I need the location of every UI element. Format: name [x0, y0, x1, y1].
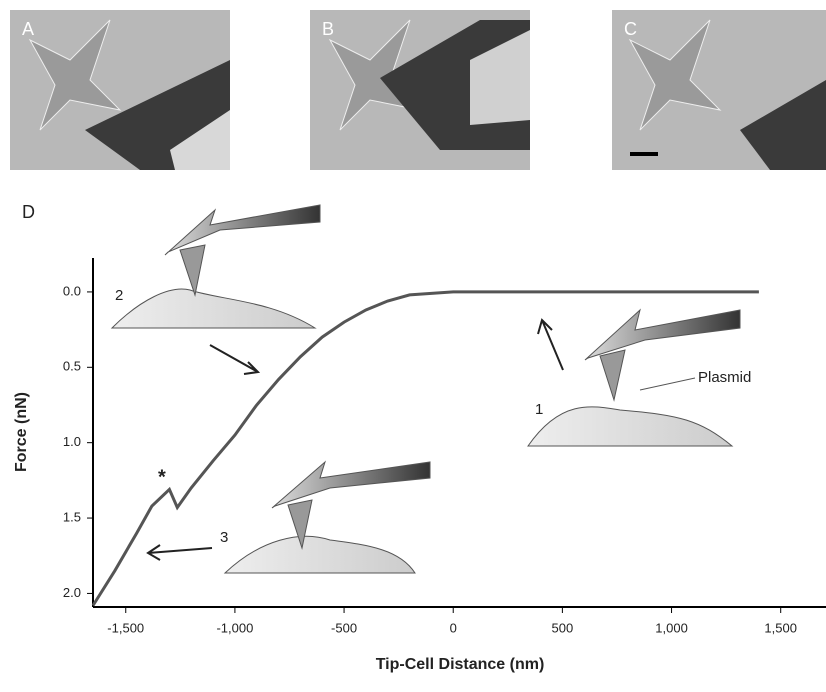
x-tick-label: 0	[450, 620, 457, 635]
y-tick-label: 2.0	[63, 585, 81, 600]
annotation: 3	[220, 529, 228, 546]
y-tick-label: 1.5	[63, 509, 81, 524]
illustrations	[110, 204, 741, 574]
x-tick-label: 1,000	[655, 620, 688, 635]
y-tick-label: 0.0	[63, 283, 81, 298]
y-tick-label: 0.5	[63, 359, 81, 374]
x-tick-label: 500	[552, 620, 574, 635]
panel-label: C	[624, 19, 637, 39]
chart-title: D	[22, 202, 35, 222]
force-curve	[91, 290, 759, 607]
x-tick-label: -1,000	[216, 620, 253, 635]
annotation: 1	[535, 401, 543, 418]
x-tick-label: -500	[331, 620, 357, 635]
annotation: *	[158, 466, 166, 488]
panel-label: A	[22, 19, 34, 39]
annotation: 2	[115, 287, 123, 304]
panel-label: B	[322, 19, 334, 39]
micrographs: A B C	[10, 10, 826, 170]
y-tick-label: 1.0	[63, 434, 81, 449]
x-axis-title: Tip-Cell Distance (nm)	[376, 656, 545, 673]
x-tick-label: -1,500	[107, 620, 144, 635]
annotation: Plasmid	[698, 369, 751, 386]
y-axis-title: Force (nN)	[13, 392, 30, 472]
x-tick-label: 1,500	[764, 620, 797, 635]
